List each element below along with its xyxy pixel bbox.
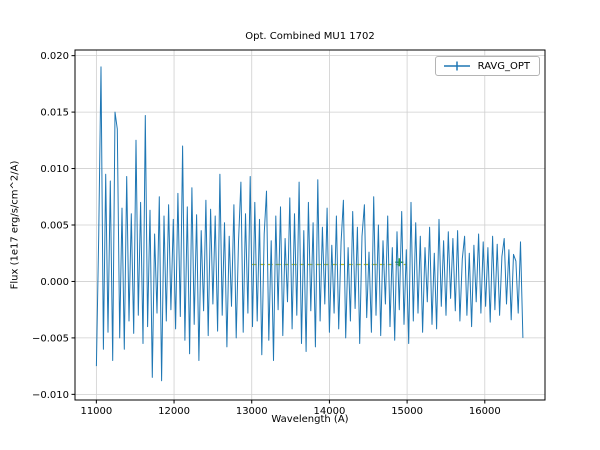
svg-text:14000: 14000 bbox=[314, 406, 346, 417]
svg-text:0.015: 0.015 bbox=[40, 108, 69, 119]
svg-text:−0.010: −0.010 bbox=[32, 390, 69, 401]
svg-text:16000: 16000 bbox=[469, 406, 501, 417]
svg-text:0.010: 0.010 bbox=[40, 164, 69, 175]
x-axis-label: Wavelength (A) bbox=[271, 414, 349, 425]
chart-title: Opt. Combined MU1 1702 bbox=[245, 31, 375, 42]
legend-label: RAVG_OPT bbox=[477, 60, 530, 72]
svg-text:13000: 13000 bbox=[236, 406, 268, 417]
svg-text:−0.005: −0.005 bbox=[32, 333, 69, 344]
svg-text:0.005: 0.005 bbox=[40, 221, 69, 232]
legend-errorbar-marker-icon bbox=[443, 61, 470, 71]
svg-text:11000: 11000 bbox=[80, 406, 112, 417]
svg-text:12000: 12000 bbox=[158, 406, 190, 417]
svg-text:15000: 15000 bbox=[391, 406, 423, 417]
y-axis-label: Flux (1e17 erg/s/cm^2/A) bbox=[9, 160, 21, 290]
svg-text:0.000: 0.000 bbox=[40, 277, 69, 288]
legend: RAVG_OPT bbox=[434, 56, 540, 76]
svg-text:0.020: 0.020 bbox=[40, 51, 69, 62]
